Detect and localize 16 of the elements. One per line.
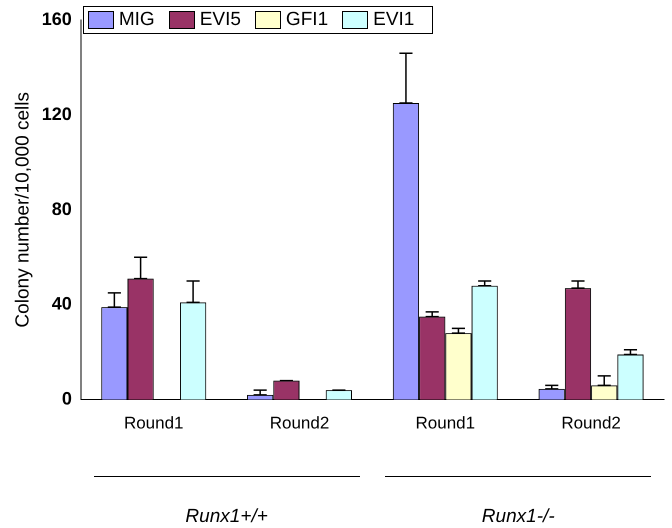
text: Runx1-/-: [482, 506, 555, 527]
legend-label: EVI5: [198, 9, 241, 31]
legend-label: GFI1: [284, 9, 328, 31]
y-tick-label: 80: [52, 198, 72, 219]
x-tick-label: Round2: [270, 413, 330, 432]
x-tick-label: Round1: [124, 413, 184, 432]
x-tick-label: Round1: [416, 413, 476, 432]
y-tick-label: 0: [62, 388, 72, 409]
y-axis-title: Colony number/10,000 cells: [12, 92, 34, 328]
y-tick-label: 40: [52, 294, 72, 314]
text: Runx1+/+: [185, 506, 268, 527]
y-tick-label: 160: [42, 8, 72, 29]
legend-label: MIG: [118, 9, 155, 31]
x-tick-label: Round2: [561, 413, 621, 432]
y-tick-label: 120: [42, 104, 72, 124]
legend-label: EVI1: [372, 9, 414, 31]
